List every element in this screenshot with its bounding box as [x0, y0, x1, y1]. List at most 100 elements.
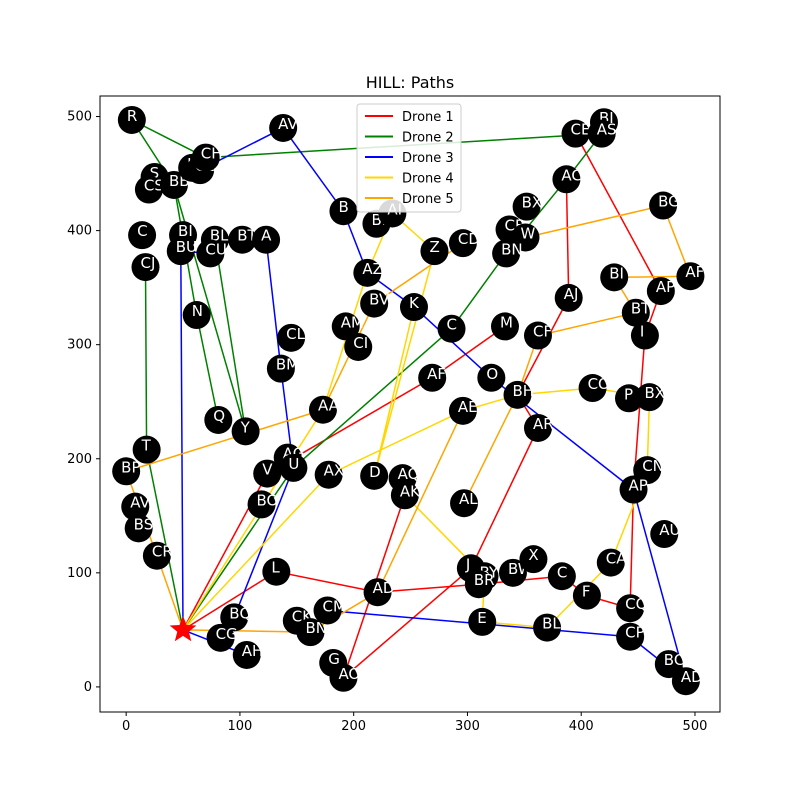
- node-marker: [399, 293, 428, 322]
- node-marker: [676, 262, 705, 291]
- node-am: AM: [331, 312, 364, 341]
- node-label: E: [477, 609, 486, 627]
- node-marker: [572, 581, 601, 610]
- node-marker: [313, 596, 342, 625]
- node-label: J: [465, 555, 470, 573]
- node-label: D: [369, 463, 381, 481]
- node-marker: [253, 459, 282, 488]
- node-marker: [448, 396, 477, 425]
- node-marker: [616, 622, 645, 651]
- node-bc: BC: [654, 650, 684, 679]
- node-label: BN: [305, 619, 327, 637]
- node-marker: [587, 119, 616, 148]
- chart-title: HILL: Paths: [366, 73, 455, 92]
- node-c: C: [128, 221, 157, 250]
- node-label: BS: [134, 515, 154, 533]
- node-marker: [448, 229, 477, 258]
- node-marker: [206, 623, 235, 652]
- node-marker: [360, 289, 389, 318]
- node-bn: BN: [296, 618, 327, 647]
- node-br: BR: [464, 570, 495, 599]
- node-p: P: [614, 384, 643, 413]
- node-bt: BT: [621, 298, 651, 327]
- drone-path-drone-1: [182, 325, 506, 631]
- node-marker: [533, 613, 562, 642]
- node-label: T: [141, 437, 152, 455]
- node-c: C: [547, 562, 576, 591]
- node-marker: [512, 192, 541, 221]
- node-marker: [353, 258, 382, 287]
- drone-path-drone-5: [182, 410, 464, 633]
- node-marker: [630, 321, 659, 350]
- node-cf: CF: [523, 321, 552, 350]
- node-i: I: [630, 321, 659, 350]
- node-c: C: [437, 314, 466, 343]
- node-label: BP: [121, 458, 140, 476]
- node-bn: BN: [492, 239, 523, 268]
- node-marker: [232, 640, 261, 669]
- node-marker: [464, 570, 493, 599]
- node-az: AZ: [353, 258, 383, 287]
- node-label: CS: [144, 177, 164, 195]
- node-marker: [296, 618, 325, 647]
- x-tick-label: 100: [228, 719, 253, 734]
- node-e: E: [468, 607, 497, 636]
- legend-entry: Drone 2: [365, 131, 454, 146]
- node-ci: CI: [344, 332, 373, 361]
- node-marker: [547, 562, 576, 591]
- node-marker: [477, 363, 506, 392]
- node-cu: CU: [196, 239, 227, 268]
- node-marker: [247, 490, 276, 519]
- node-cn: CN: [633, 456, 664, 485]
- node-label: BM: [276, 356, 299, 374]
- node-label: W: [520, 224, 535, 242]
- node-marker: [279, 453, 308, 482]
- node-cq: CQ: [616, 594, 647, 623]
- node-label: BU: [176, 238, 197, 256]
- node-marker: [523, 321, 552, 350]
- node-label: Z: [429, 238, 439, 256]
- node-cl: CL: [277, 323, 306, 352]
- axes: 0 100 200 300 400 500 0 100 200 300 400 500: [67, 110, 707, 734]
- drone-path-drone-3: [233, 239, 295, 618]
- node-label: K: [409, 294, 420, 312]
- node-marker: [142, 541, 171, 570]
- legend-box: [356, 103, 462, 213]
- node-f: F: [572, 581, 601, 610]
- node-aa: AA: [308, 395, 340, 424]
- node-ah: AH: [232, 640, 264, 669]
- node-af: AF: [418, 363, 447, 392]
- node-marker: [561, 119, 590, 148]
- node-bh: BH: [503, 380, 534, 409]
- node-label: P: [624, 385, 633, 403]
- node-label: AR: [533, 415, 554, 433]
- node-bx: BX: [635, 383, 665, 412]
- node-label: BO: [257, 491, 279, 509]
- node-label: BI: [609, 264, 624, 282]
- node-ao: AO: [329, 663, 360, 692]
- node-marker: [450, 489, 479, 518]
- node-marker: [418, 363, 447, 392]
- node-label: AO: [338, 665, 360, 683]
- node-label: Y: [240, 418, 251, 436]
- node-marker: [204, 405, 233, 434]
- node-marker: [269, 113, 298, 142]
- node-marker: [131, 253, 160, 282]
- legend-label: Drone 5: [402, 192, 454, 207]
- node-marker: [390, 481, 419, 510]
- node-marker: [132, 435, 161, 464]
- y-tick-label: 300: [67, 338, 92, 353]
- node-o: O: [477, 363, 506, 392]
- node-label: CD: [458, 230, 480, 248]
- node-label: BX: [644, 384, 665, 402]
- node-label: AH: [242, 642, 264, 660]
- node-marker: [344, 332, 373, 361]
- node-marker: [134, 175, 163, 204]
- node-bs: BS: [124, 514, 154, 543]
- legend-entry: Drone 5: [365, 192, 454, 207]
- node-label: F: [582, 583, 591, 601]
- node-label: CF: [533, 323, 552, 341]
- node-label: BR: [474, 571, 495, 589]
- node-label: AF: [427, 365, 446, 383]
- node-label: AV: [278, 115, 298, 133]
